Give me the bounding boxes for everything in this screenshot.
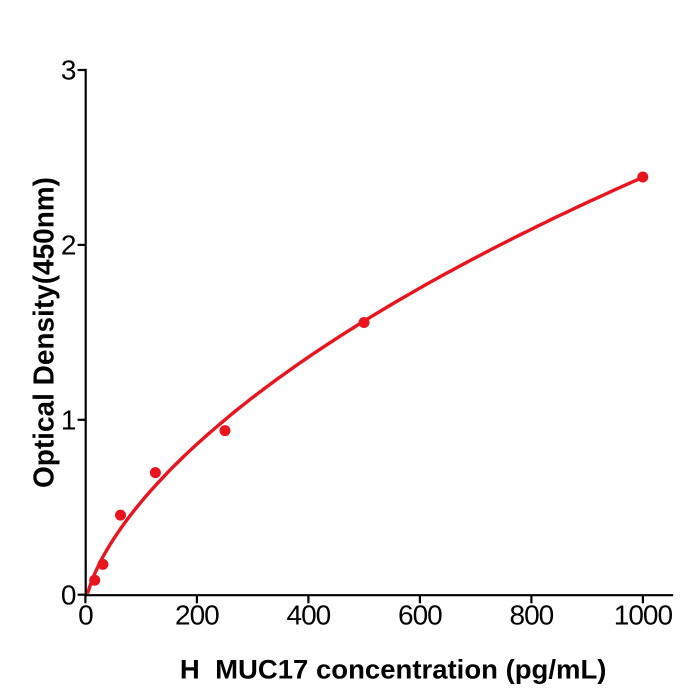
svg-text:0: 0	[61, 579, 77, 610]
svg-text:1: 1	[61, 404, 77, 435]
svg-text:1000: 1000	[614, 600, 673, 631]
svg-text:2: 2	[61, 230, 77, 261]
svg-text:600: 600	[398, 600, 442, 631]
svg-text:3: 3	[61, 55, 77, 86]
svg-text:Optical Density(450nm): Optical Density(450nm)	[28, 177, 60, 488]
svg-text:400: 400	[287, 600, 331, 631]
svg-text:200: 200	[175, 600, 219, 631]
svg-text:800: 800	[510, 600, 554, 631]
svg-text:H MUC17 concentration (pg/mL): H MUC17 concentration (pg/mL)	[180, 655, 607, 685]
svg-text:0: 0	[78, 600, 94, 631]
